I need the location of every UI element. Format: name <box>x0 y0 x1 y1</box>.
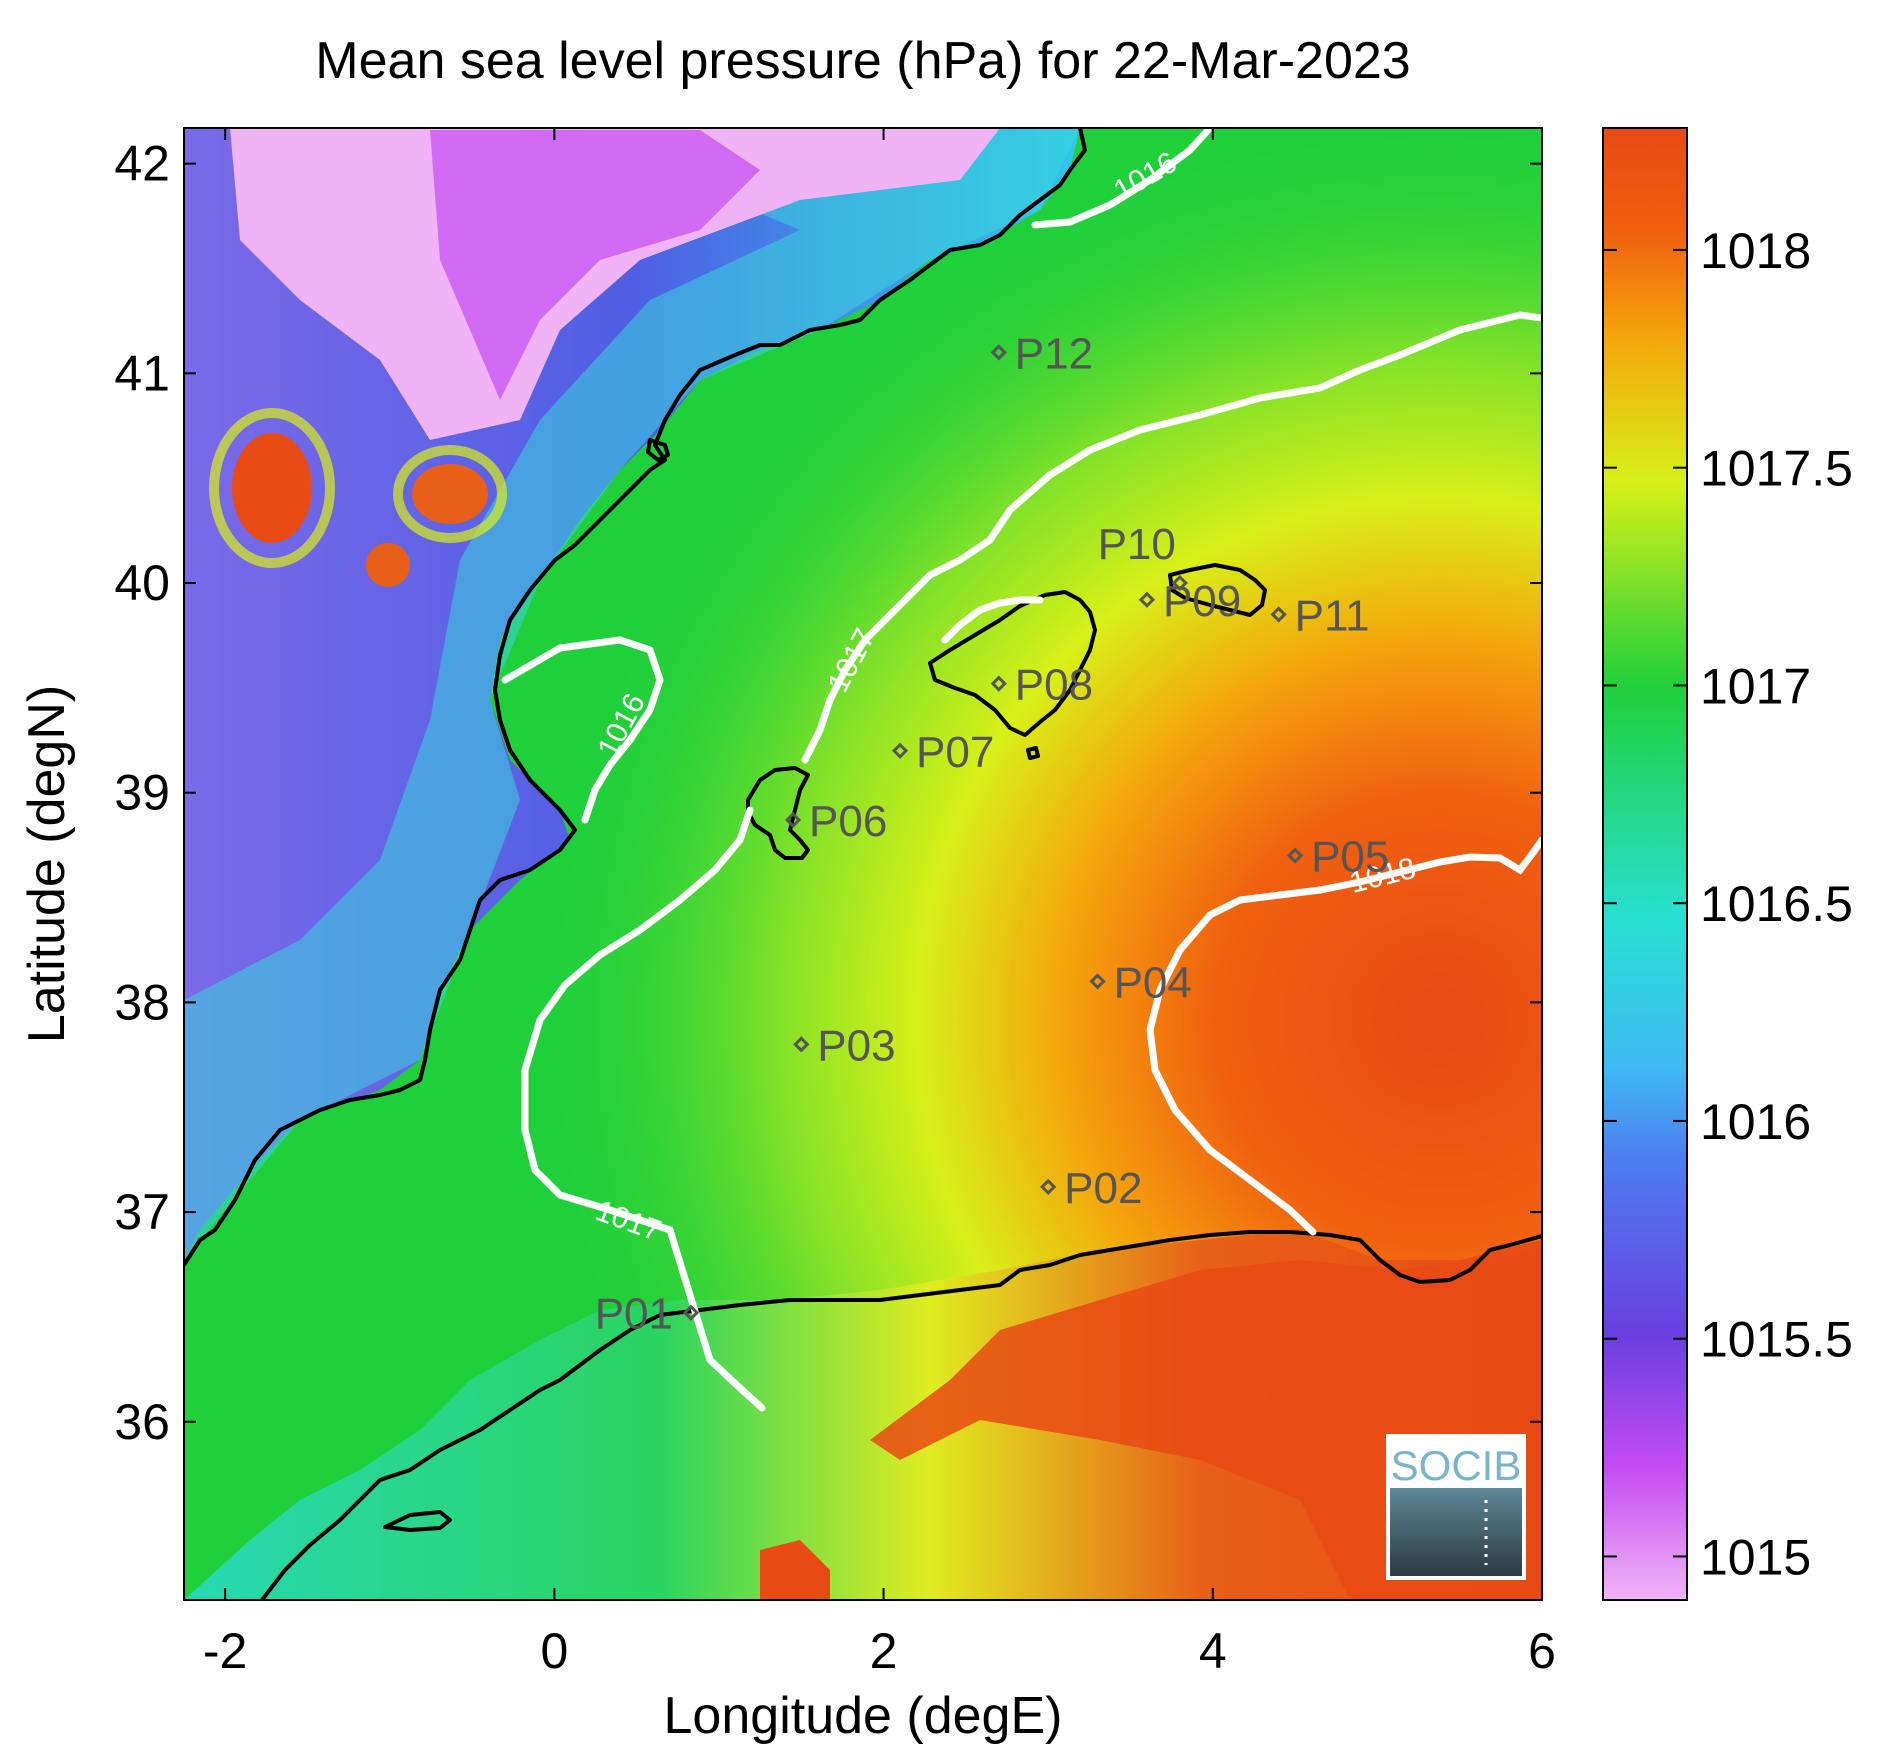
mallorca-coastline <box>928 590 1097 737</box>
columbretes-spot <box>646 438 670 462</box>
map-frame <box>183 127 1543 1601</box>
x-tick-label: 4 <box>1199 1623 1227 1679</box>
station-marker-icon <box>1286 847 1304 864</box>
africa-coastline <box>260 1230 1542 1600</box>
menorca-coastline <box>1168 563 1267 617</box>
station-p12[interactable]: P12 <box>990 329 1093 378</box>
colorbar: 1015 1015.5 1016 1016.5 1017 1017.5 1018 <box>1602 127 1853 1601</box>
station-marker-icon <box>990 675 1007 692</box>
colorbar-ticks: 1015 1015.5 1016 1016.5 1017 1017.5 1018 <box>1603 223 1853 1585</box>
station-label: P02 <box>1064 1164 1142 1213</box>
y-tick-label: 37 <box>114 1184 170 1240</box>
station-p04[interactable]: P04 <box>1089 958 1192 1007</box>
y-tick-label: 42 <box>114 136 170 192</box>
inland-high-1 <box>232 433 312 543</box>
isobar-1018 <box>1146 836 1542 1236</box>
colorbar-tick-label: 1016 <box>1700 1094 1811 1150</box>
colorbar-tick-label: 1015.5 <box>1700 1312 1853 1368</box>
inland-high-3 <box>366 543 410 587</box>
x-axis-label: Longitude (degE) <box>664 1687 1063 1745</box>
pyrenees-violet <box>430 130 760 400</box>
station-label: P08 <box>1015 661 1093 710</box>
station-label: P04 <box>1114 958 1192 1007</box>
africa-high-patch <box>760 1540 830 1600</box>
cabrera-coastline <box>1026 746 1040 760</box>
inland-halo-1 <box>209 408 335 568</box>
colorbar-tick-label: 1017 <box>1700 658 1811 714</box>
station-p02[interactable]: P02 <box>1040 1164 1142 1213</box>
station-p07[interactable]: P07 <box>891 728 994 777</box>
station-label: P05 <box>1311 833 1389 882</box>
colorbar-scale <box>1602 127 1688 1601</box>
x-tick-label: 6 <box>1528 1623 1556 1679</box>
station-label: P01 <box>595 1290 673 1339</box>
y-tick-label: 39 <box>114 765 170 821</box>
pyrenees-low <box>230 128 1000 440</box>
iberia-coastal-cyan <box>184 128 1080 1260</box>
station-label: P10 <box>1098 520 1176 569</box>
station-marker-icon <box>1138 591 1156 608</box>
isobar-1016-iberia <box>501 636 664 824</box>
station-marker-icon <box>784 811 802 829</box>
isobar-1017-north <box>801 311 1542 764</box>
socib-logo: SOCIB <box>1386 1434 1526 1580</box>
socib-logo-text: SOCIB <box>1391 1442 1522 1489</box>
station-marker-icon <box>1171 574 1188 592</box>
inland-halo-2 <box>393 445 507 543</box>
chart-title: Mean sea level pressure (hPa) for 22-Mar… <box>315 32 1410 90</box>
station-label: P07 <box>916 728 994 777</box>
isobar-1017-west <box>521 806 766 1412</box>
station-p01[interactable]: P01 <box>595 1290 700 1339</box>
station-marker-icon <box>1270 606 1287 623</box>
inland-high-2 <box>412 464 488 524</box>
station-label: P06 <box>809 797 887 846</box>
y-tick-label: 36 <box>114 1394 170 1450</box>
y-tick-label: 38 <box>114 974 170 1030</box>
station-p10[interactable]: P10 <box>1098 520 1188 592</box>
colorbar-tick-label: 1016.5 <box>1700 876 1853 932</box>
y-axis-label: Latitude (degN) <box>18 685 76 1043</box>
isobars <box>501 128 1542 1412</box>
station-label: P12 <box>1015 329 1093 378</box>
station-p06[interactable]: P06 <box>784 797 887 846</box>
colorbar-tick-label: 1015 <box>1700 1529 1811 1585</box>
isobar-1017-mallorca <box>941 596 1044 644</box>
africa-high-core <box>870 1250 1542 1600</box>
station-marker-icon <box>1040 1178 1057 1196</box>
alboran-island <box>383 1510 452 1532</box>
isobar-1016-north <box>1031 128 1214 229</box>
x-tick-label: 2 <box>870 1623 898 1679</box>
x-tick-label: 0 <box>540 1623 568 1679</box>
coastlines <box>184 128 1542 1600</box>
station-p08[interactable]: P08 <box>990 661 1093 710</box>
station-label: P11 <box>1295 591 1370 640</box>
station-marker-icon <box>1089 973 1106 990</box>
station-p11[interactable]: P11 <box>1270 591 1370 640</box>
colorbar-tick-label: 1018 <box>1700 223 1811 279</box>
iberia-coastline <box>184 128 1087 1267</box>
y-tick-label: 41 <box>114 345 170 401</box>
map-area[interactable]: 1016 1016 1017 1017 1018 P01P02P03P04P05… <box>184 128 1542 1600</box>
station-marker-icon <box>793 1036 810 1053</box>
y-tick-label: 40 <box>114 555 170 611</box>
station-marker-icon <box>891 742 909 759</box>
socib-logo-banner <box>1390 1438 1522 1488</box>
station-p03[interactable]: P03 <box>793 1021 896 1070</box>
station-marker-icon <box>990 344 1007 361</box>
station-p05[interactable]: P05 <box>1286 833 1389 882</box>
colorbar-tick-label: 1017.5 <box>1700 441 1853 497</box>
station-label: P03 <box>817 1021 895 1070</box>
axis-ticks: -2 0 2 4 6 36 37 38 39 40 41 42 <box>114 128 1556 1679</box>
x-tick-label: -2 <box>203 1623 247 1679</box>
ibiza-coastline <box>746 766 810 860</box>
station-marker-icon <box>682 1304 700 1321</box>
